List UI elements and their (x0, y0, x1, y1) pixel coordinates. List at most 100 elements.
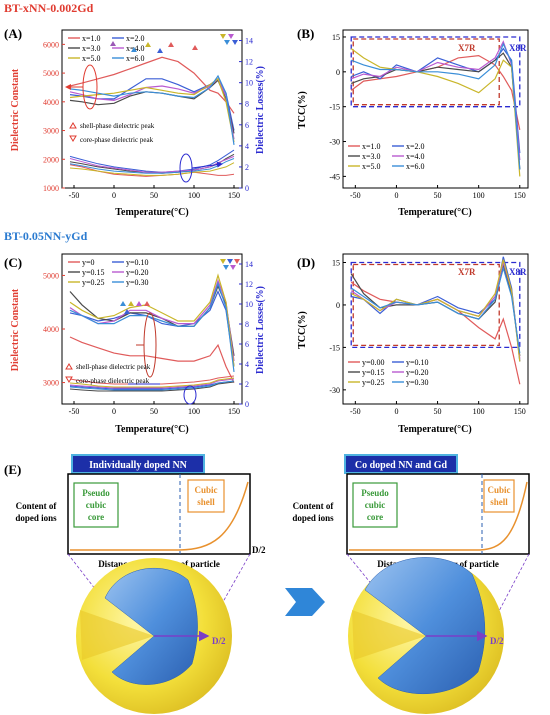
panel-b-xlabel: Temperature(°C) (398, 207, 471, 218)
legend-label: y=0.00 (362, 358, 385, 367)
panel-a-plot-frame (61, 29, 243, 189)
panel-a-legend: x=1.0 x=2.0 x=3.0 x=4.0 x=5.0 x=6.0 (68, 34, 145, 63)
x-tick-label: 0 (394, 407, 398, 416)
loss-line-x=5.0 (69, 162, 235, 176)
right-core-2: cubic (365, 500, 386, 510)
left-x-end: D/2 (252, 545, 266, 555)
y-right-tick-label: 10 (245, 79, 253, 88)
legend-label: y=0.15 (82, 268, 105, 277)
right-diameter-label: D/2 (490, 636, 504, 646)
y-right-tick-label: 12 (245, 280, 253, 289)
x-tick-label: -50 (69, 407, 80, 416)
panel-d-label: (D) (297, 255, 315, 270)
right-profile-curve (349, 481, 528, 551)
legend-label: x=2.0 (126, 34, 145, 43)
panel-a-ylabel-right: Dielectric Losses(%) (255, 66, 266, 154)
x-tick-label: 150 (514, 407, 526, 416)
panel-c-annotation-core: core-phase dielectric peak (76, 377, 150, 385)
x-tick-label: 150 (228, 191, 240, 200)
panel-a-peak-markers (110, 34, 238, 53)
panel-a-constant-group-ellipse (82, 64, 98, 110)
panel-a-xlabel: Temperature(°C) (115, 207, 188, 218)
transition-arrow-icon (285, 588, 325, 616)
series-line-y=0.25 (69, 273, 235, 367)
core-peak-marker (227, 259, 233, 264)
panel-a-lines (69, 56, 235, 177)
y-right-tick-label: 14 (245, 260, 253, 269)
core-legend-marker (69, 135, 77, 142)
x-tick-label: -50 (350, 191, 361, 200)
panel-e: (E) Individually doped NN Content of dop… (4, 454, 530, 714)
x-tick-label: 50 (150, 191, 158, 200)
y-tick-label: -30 (329, 138, 340, 147)
series-line-y=0.10 (69, 289, 235, 367)
series-line-x=1.0 (350, 54, 521, 131)
y-right-tick-label: 2 (245, 380, 249, 389)
legend-label: y=0.30 (126, 278, 149, 287)
y-right-tick-label: 6 (245, 340, 249, 349)
loss-line-y=0.25 (69, 377, 235, 388)
panel-d-lines (350, 256, 521, 385)
panel-d-x8r-label: X8R (509, 267, 527, 277)
y-tick-label: 1000 (43, 184, 59, 193)
series-line-x=4.0 (350, 40, 521, 161)
right-core-3: core (367, 512, 383, 522)
core-peak-marker (230, 265, 236, 270)
panel-c-ylabel-right: Dielectric Losses(%) (255, 286, 266, 374)
legend-label: x=5.0 (362, 162, 381, 171)
left-banner-text: Individually doped NN (89, 460, 188, 471)
x-tick-label: 50 (434, 407, 442, 416)
x-tick-label: 0 (394, 191, 398, 200)
core-peak-marker (234, 259, 240, 264)
y-right-tick-label: 6 (245, 121, 249, 130)
left-core-box (73, 482, 119, 528)
panel-a: BT-xNN-0.002Gd (A) -50 0 50 100 150100020003… (4, 1, 266, 218)
panel-b-label: (B) (297, 26, 314, 41)
shell-peak-marker (168, 42, 174, 47)
shell-peak-marker (157, 48, 163, 53)
series-line-y=0.15 (69, 284, 235, 356)
left-shell-2: shell (197, 497, 215, 507)
panel-b-plot-frame (342, 29, 529, 189)
core-peak-marker (220, 259, 226, 264)
panel-e-left: Individually doped NN Content of doped i… (15, 454, 266, 714)
panel-a-annotation-core: core-phase dielectric peak (80, 136, 154, 144)
left-core-2: cubic (86, 500, 107, 510)
panel-c-label: (C) (4, 255, 22, 270)
panel-b-ticks: -50 0 50 100 150 -45 -30 -15 0 15 (329, 33, 525, 200)
panel-d-x7r-box (352, 263, 500, 347)
x-tick-label: 50 (434, 191, 442, 200)
shell-peak-marker (144, 301, 150, 306)
right-shell-1: Cubic (487, 485, 510, 495)
panel-a-right-axis-arrow (191, 161, 223, 169)
y-tick-label: 5000 (43, 271, 59, 280)
series-line-y=0.20 (69, 278, 235, 362)
y-right-tick-label: 0 (245, 400, 249, 409)
right-particle-core (364, 557, 486, 694)
left-shell-1: Cubic (194, 485, 217, 495)
panel-b-lines (350, 40, 521, 177)
y-tick-label: 5000 (43, 69, 59, 78)
right-ylabel-2: doped ions (292, 513, 334, 523)
x-tick-label: 0 (112, 191, 116, 200)
shell-peak-marker (136, 301, 142, 306)
panel-b-x7r-box (352, 38, 500, 106)
legend-label: x=2.0 (406, 142, 425, 151)
x-tick-label: -50 (350, 407, 361, 416)
left-shell-box (187, 479, 225, 513)
series-line-x=5.0 (350, 48, 521, 177)
panel-b-x8r-label: X8R (509, 43, 527, 53)
left-ylabel-1: Content of (16, 501, 58, 511)
right-core-box (352, 482, 398, 528)
core-peak-marker (232, 40, 238, 45)
panel-c: BT-0.05NN-yGd (C) -50 0 50 100 1503000400050… (4, 229, 266, 435)
panel-b-x8r-box (350, 36, 521, 108)
left-ylabel-2: doped ions (15, 513, 57, 523)
legend-label: x=1.0 (82, 34, 101, 43)
y-right-tick-label: 8 (245, 320, 249, 329)
panel-d-ylabel: TCC(%) (297, 311, 308, 349)
shell-peak-marker (124, 309, 130, 314)
panel-a-ylabel: Dielectric Constant (10, 68, 21, 151)
